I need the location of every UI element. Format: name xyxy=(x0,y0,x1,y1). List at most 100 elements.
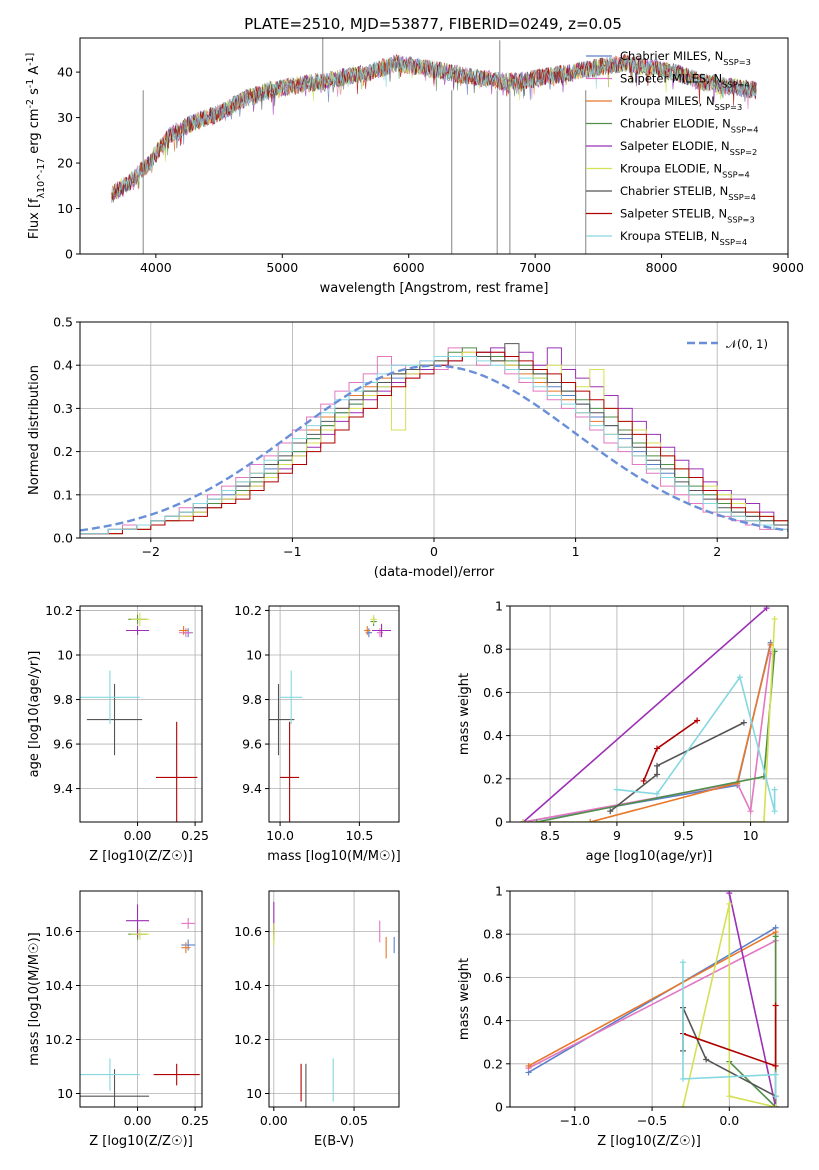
data-point xyxy=(80,1069,150,1107)
legend-entry: Chabrier ELODIE, NSSP=4 xyxy=(620,117,758,135)
y-tick-label: 0.2 xyxy=(53,444,73,459)
legend-entry: Chabrier STELIB, NSSP=4 xyxy=(620,184,756,202)
y-axis-label: age [log10(age/yr)] xyxy=(27,651,42,778)
y-tick-label: 0.3 xyxy=(53,401,73,416)
axes-frame xyxy=(509,605,789,823)
data-point xyxy=(178,628,193,638)
weight-marker xyxy=(760,819,767,822)
weight-series xyxy=(528,927,777,1074)
y-tick-label: 10.4 xyxy=(234,978,262,993)
x-tick-label: 0.25 xyxy=(181,1113,209,1128)
y-tick-label: 10.2 xyxy=(45,1032,73,1047)
y-tick-label: 0 xyxy=(495,1100,503,1115)
weight-marker xyxy=(654,790,661,797)
weight-marker xyxy=(771,615,778,622)
weight-marker xyxy=(772,1062,779,1069)
axes-frame xyxy=(509,890,789,1108)
weight-marker xyxy=(771,786,778,793)
weight-marker xyxy=(747,808,754,815)
data-point xyxy=(280,721,300,822)
x-axis-label: E(B-V) xyxy=(314,1134,354,1149)
figure-title: PLATE=2510, MJD=53877, FIBERID=0249, z=0… xyxy=(244,15,622,33)
y-tick-label: 10.2 xyxy=(234,1032,262,1047)
x-tick-label: 9.5 xyxy=(674,828,694,843)
plot-area xyxy=(80,606,202,822)
weight-marker xyxy=(587,819,594,822)
x-tick-label: −0.5 xyxy=(637,1113,667,1128)
weight-series xyxy=(523,653,772,822)
weight-marker xyxy=(679,1075,686,1082)
legend-entry: Chabrier MILES, NSSP=3 xyxy=(620,49,751,67)
x-axis-label: Z [log10(Z/Z☉)] xyxy=(89,849,193,864)
data-point xyxy=(80,1058,140,1091)
weight-marker xyxy=(772,1002,779,1009)
y-tick-label: 10.6 xyxy=(234,924,262,939)
x-tick-label: −1.0 xyxy=(560,1113,590,1128)
x-tick-label: 8000 xyxy=(646,260,678,275)
panel-mass-vs-EBV: 0.00 0.05 10 10.2 10.4 10.6 E(B-V) xyxy=(234,890,400,1149)
y-tick-label: 9.8 xyxy=(242,692,262,707)
x-tick-label: 0.00 xyxy=(260,1113,288,1128)
data-point xyxy=(155,721,198,822)
weight-series xyxy=(728,936,777,1107)
x-tick-label: 0 xyxy=(430,544,438,559)
x-tick-label: 10 xyxy=(743,828,759,843)
x-tick-label: 1 xyxy=(572,544,580,559)
y-tick-label: 10.2 xyxy=(45,603,73,618)
plot-area xyxy=(269,606,399,822)
weight-series xyxy=(609,721,745,812)
plot-area xyxy=(510,606,788,822)
data-point xyxy=(365,628,373,638)
weight-marker xyxy=(640,777,647,784)
weight-marker xyxy=(679,1104,686,1107)
x-tick-label: 4000 xyxy=(140,260,172,275)
y-tick-label: 30 xyxy=(57,110,73,125)
panel-spectrum: Chabrier MILES, NSSP=3 Salpeter MILES, NS… xyxy=(25,37,804,296)
legend-entry: Salpeter ELODIE, NSSP=2 xyxy=(620,139,757,157)
data-point xyxy=(153,1063,200,1086)
y-tick-label: 0.2 xyxy=(483,771,503,786)
x-tick-label: 8.5 xyxy=(540,828,560,843)
y-axis-label: Normed distribution xyxy=(27,365,42,495)
axes-frame xyxy=(268,890,400,1108)
y-tick-label: 0.0 xyxy=(53,531,73,546)
panel-residual-histogram: 𝒩(0, 1) −2 −1 0 1 2 0.0 0.1 0.2 0.3 0.4 0.5 (data-mo… xyxy=(27,315,789,580)
axes-frame xyxy=(79,605,203,823)
spectrum-line xyxy=(111,55,757,196)
weight-series xyxy=(728,892,777,1107)
y-tick-label: 0.4 xyxy=(53,358,73,373)
x-axis-label: Z [log10(Z/Z☉)] xyxy=(89,1134,193,1149)
weight-marker xyxy=(772,1093,779,1100)
x-tick-label: 6000 xyxy=(393,260,425,275)
x-tick-label: 10.5 xyxy=(345,828,373,843)
y-tick-label: 1 xyxy=(495,884,503,899)
y-tick-label: 0.5 xyxy=(53,315,73,330)
weight-marker xyxy=(654,745,661,752)
weight-marker xyxy=(613,786,620,793)
y-axis-label: mass [log10(M/M☉)] xyxy=(27,932,42,1065)
weight-marker xyxy=(736,674,743,681)
weight-series xyxy=(522,607,768,822)
data-point xyxy=(376,628,384,638)
y-tick-label: 0.1 xyxy=(53,487,73,502)
y-tick-label: 0.6 xyxy=(483,685,503,700)
weight-marker xyxy=(740,719,747,726)
x-tick-label: 9000 xyxy=(772,260,804,275)
y-tick-label: 9.6 xyxy=(242,737,262,752)
x-tick-label: 0.00 xyxy=(124,828,152,843)
y-tick-label: 20 xyxy=(57,156,73,171)
spectrum-line xyxy=(111,53,757,200)
legend-entry: Salpeter MILES, NSSP=4 xyxy=(620,72,750,90)
weight-marker xyxy=(679,959,686,966)
y-tick-label: 10 xyxy=(57,201,73,216)
axes-frame xyxy=(79,37,789,255)
legend-entry: Kroupa ELODIE, NSSP=4 xyxy=(620,162,750,180)
weight-marker xyxy=(520,819,527,822)
y-tick-label: 0.8 xyxy=(483,642,503,657)
data-point xyxy=(181,939,196,951)
data-point xyxy=(126,626,150,635)
y-tick-label: 9.4 xyxy=(242,781,262,796)
x-tick-label: 0.05 xyxy=(340,1113,368,1128)
panel-age-vs-Z: 0.00 0.25 9.4 9.6 9.8 10 10.2 Z [log10(Z/Z☉)] ag… xyxy=(27,603,209,864)
legend-entry: Kroupa STELIB, NSSP=4 xyxy=(620,229,747,247)
